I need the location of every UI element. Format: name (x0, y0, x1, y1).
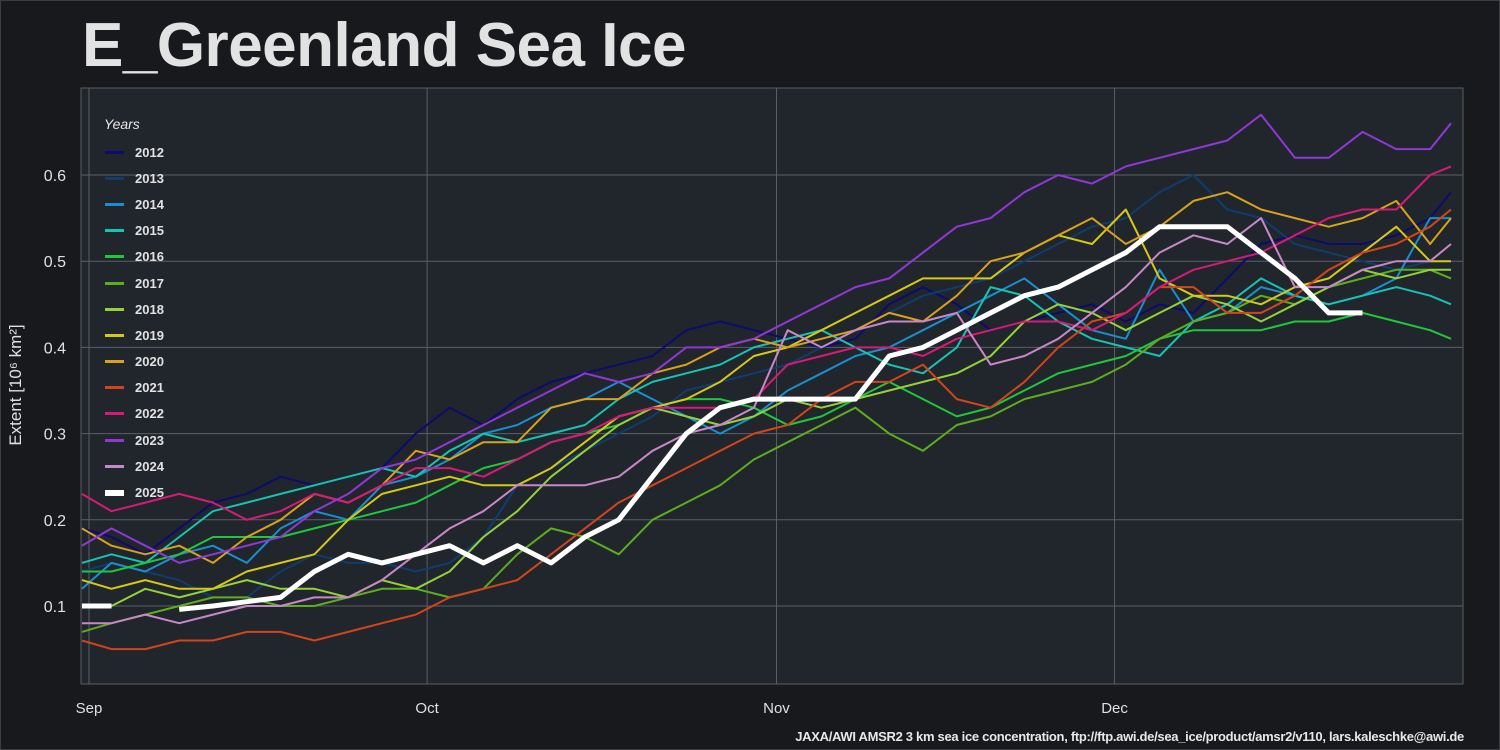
legend-label: 2018 (135, 301, 164, 317)
legend-label: 2021 (135, 380, 164, 396)
series-line-2014 (81, 217, 1451, 590)
x-tick-labels: Sep Oct Nov Dec (76, 700, 1129, 717)
legend-label: 2016 (135, 249, 164, 265)
legend-label: 2015 (135, 223, 164, 239)
legend-item-2020[interactable]: 2020 (104, 349, 164, 375)
y-tick-label: 0.1 (44, 599, 66, 616)
series-2018 (82, 268, 1451, 607)
series-line-2021 (81, 208, 1452, 651)
legend-swatch (105, 333, 124, 337)
series-line-2022 (81, 165, 1452, 521)
legend-item-2013[interactable]: 2013 (104, 165, 164, 191)
legend-swatch (105, 255, 124, 259)
series-line-2025 (178, 224, 1363, 612)
x-tick-label: Sep (76, 700, 103, 717)
series-line-2019 (81, 208, 1451, 590)
x-tick-label: Oct (415, 700, 439, 717)
series-2017 (81, 268, 1452, 633)
legend-item-2012[interactable]: 2012 (104, 139, 164, 165)
legend-item-2023[interactable]: 2023 (104, 427, 164, 453)
series-2025 (82, 224, 1363, 612)
series-2021 (81, 208, 1452, 651)
legend-swatch (105, 229, 124, 233)
legend-title: Years (104, 116, 140, 132)
y-tick-label: 0.6 (44, 168, 66, 185)
legend-item-2021[interactable]: 2021 (104, 375, 164, 401)
y-tick-label: 0.2 (44, 513, 66, 530)
legend: Years 2012 2013 2014 2015 2016 2017 2018 2019 20… (104, 113, 164, 506)
legend-swatch (105, 489, 124, 496)
legend-item-2014[interactable]: 2014 (104, 191, 164, 217)
legend-swatch (105, 386, 124, 390)
series-line-2016 (82, 311, 1452, 573)
legend-label: 2012 (135, 144, 164, 160)
y-tick-labels: 0.1 0.2 0.3 0.4 0.5 0.6 (44, 168, 66, 616)
plot-area (80, 87, 1464, 685)
legend-item-2024[interactable]: 2024 (104, 453, 164, 479)
series-2024 (82, 217, 1452, 625)
series-line-2023 (81, 113, 1452, 564)
series-line-2020 (81, 191, 1452, 564)
y-tick-label: 0.5 (44, 254, 66, 271)
series-2022 (81, 165, 1452, 521)
legend-label: 2014 (135, 196, 164, 212)
y-tick-label: 0.3 (44, 427, 66, 444)
legend-swatch (105, 281, 124, 285)
legend-item-2019[interactable]: 2019 (104, 322, 164, 348)
legend-label: 2013 (135, 170, 164, 186)
series-2020 (81, 191, 1452, 564)
legend-label: 2019 (135, 327, 164, 343)
legend-item-2025[interactable]: 2025 (104, 479, 164, 505)
legend-swatch (105, 438, 124, 442)
y-tick-label: 0.4 (44, 340, 66, 357)
series-line-2018 (82, 268, 1451, 607)
legend-swatch (105, 307, 124, 311)
legend-swatch (105, 150, 124, 154)
legend-item-2022[interactable]: 2022 (104, 401, 164, 427)
series-2023 (81, 113, 1452, 564)
series-line-2017 (81, 268, 1452, 633)
legend-label: 2017 (135, 275, 164, 291)
data-credit: JAXA/AWI AMSR2 3 km sea ice concentratio… (795, 729, 1464, 744)
series-2012 (81, 191, 1452, 556)
legend-label: 2023 (135, 432, 164, 448)
legend-item-2018[interactable]: 2018 (104, 296, 164, 322)
legend-item-2016[interactable]: 2016 (104, 244, 164, 270)
legend-swatch (105, 176, 124, 180)
series-2016 (82, 311, 1452, 573)
series-lines (81, 113, 1452, 651)
gridlines (81, 88, 1463, 684)
x-tick-label: Dec (1101, 700, 1128, 717)
legend-label: 2025 (135, 485, 164, 501)
legend-swatch (105, 360, 124, 364)
legend-swatch (105, 412, 124, 416)
series-2019 (81, 208, 1451, 590)
legend-swatch (105, 202, 124, 206)
legend-swatch (105, 464, 124, 468)
legend-label: 2022 (135, 406, 164, 422)
legend-item-2017[interactable]: 2017 (104, 270, 164, 296)
chart-title: E_Greenland Sea Ice (82, 11, 686, 80)
legend-item-2015[interactable]: 2015 (104, 218, 164, 244)
series-line-2012 (81, 191, 1452, 556)
legend-label: 2020 (135, 354, 164, 370)
series-line-2024 (82, 217, 1452, 625)
legend-label: 2024 (135, 458, 164, 474)
series-2014 (81, 217, 1451, 590)
x-tick-label: Nov (763, 700, 790, 717)
